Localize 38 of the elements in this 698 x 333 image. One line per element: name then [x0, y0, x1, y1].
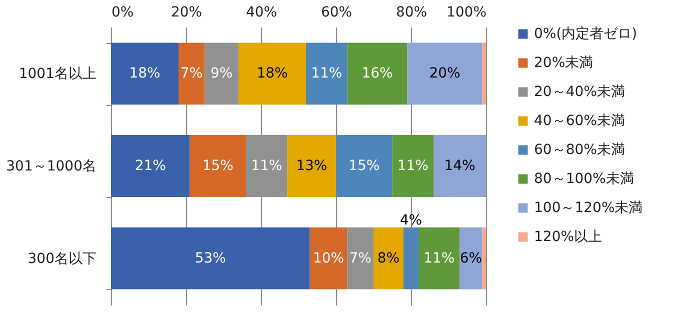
data-label: 20% [429, 66, 460, 82]
data-label: 18% [129, 66, 160, 82]
data-label: 15% [202, 158, 234, 174]
data-label: 6% [460, 250, 482, 266]
x-tick-label: 40% [246, 4, 278, 20]
legend-label: 80～100%未満 [534, 171, 634, 187]
data-label: 11% [311, 66, 342, 82]
legend-label: 20%未満 [534, 55, 594, 71]
data-label: 14% [444, 158, 476, 174]
data-label: 53% [194, 250, 226, 266]
data-label: 8% [377, 250, 400, 266]
legend-label: 20～40%未満 [534, 84, 625, 100]
data-label: 4% [400, 212, 422, 228]
data-label: 11% [397, 158, 428, 174]
data-label: 21% [134, 158, 166, 174]
legend-label: 40～60%未満 [534, 113, 625, 129]
data-label: 11% [251, 158, 282, 174]
data-label: 18% [256, 66, 288, 82]
legend-label: 120%以上 [534, 229, 602, 245]
y-tick-label: 300名以下 [28, 250, 96, 267]
y-tick-label: 1001名以上 [18, 66, 96, 82]
data-label: 7% [349, 250, 372, 266]
x-tick-label: 60% [320, 4, 352, 20]
y-tick-label: 301～1000名 [6, 158, 96, 174]
x-tick-label: 0% [112, 4, 134, 20]
data-label: 13% [296, 158, 328, 174]
x-tick-label: 20% [170, 4, 202, 20]
data-label: 15% [348, 158, 380, 174]
data-label: 7% [180, 66, 203, 82]
data-label: 11% [424, 250, 455, 266]
x-tick-label: 100% [446, 4, 486, 20]
data-label: 10% [312, 250, 344, 266]
data-label: 16% [362, 66, 393, 82]
legend-label: 100～120%未満 [534, 200, 643, 216]
data-label: 9% [210, 66, 233, 82]
legend-label: 0%(内定者ゼロ) [534, 26, 638, 42]
legend-label: 60～80%未満 [534, 142, 625, 158]
x-tick-label: 80% [396, 4, 428, 20]
